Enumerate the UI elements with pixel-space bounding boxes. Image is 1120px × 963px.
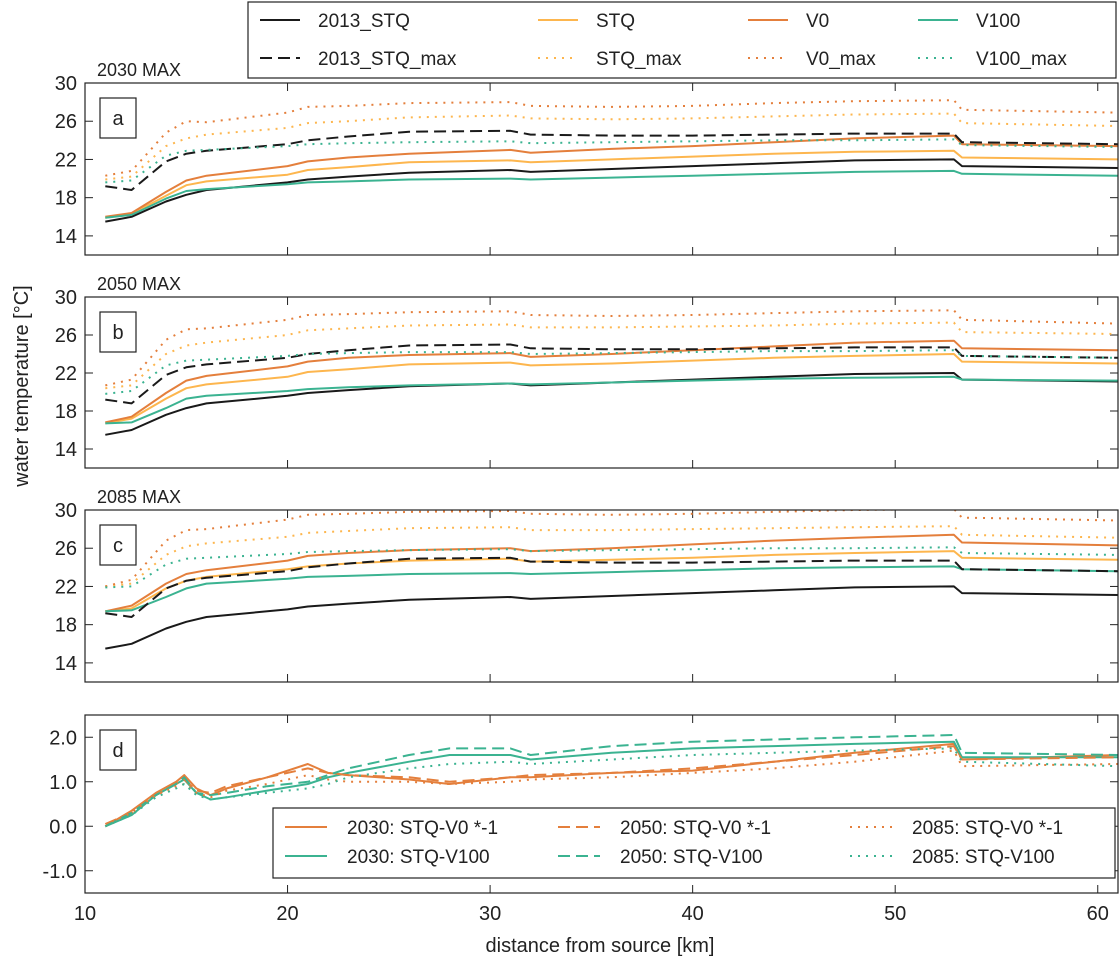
- panel-letter: d: [112, 740, 123, 762]
- legend-label: V0_max: [806, 49, 876, 70]
- y-tick-label: 18: [55, 188, 77, 210]
- panel-c: 2085 MAX 14 18 22 26 30 c: [55, 487, 1119, 683]
- legend-frame: [272, 807, 1116, 879]
- series-line: [105, 112, 1118, 181]
- panel-letter: a: [112, 108, 124, 130]
- series-line: [105, 550, 1118, 613]
- series-line: [105, 343, 1118, 405]
- panel-letter: b: [112, 322, 123, 344]
- legend-label: 2085: STQ-V0 *-1: [912, 818, 1063, 839]
- plot-frame: [84, 714, 1119, 894]
- y-tick-label: 26: [55, 325, 77, 347]
- y-tick-label: 18: [55, 615, 77, 637]
- legend-label: 2013_STQ_max: [318, 49, 457, 70]
- plot-frame: [84, 82, 1119, 256]
- x-tick-label: 10: [74, 903, 96, 925]
- legend-label: V0: [806, 11, 829, 32]
- legend-label: 2030: STQ-V100: [347, 847, 490, 868]
- series-line: [105, 353, 1118, 425]
- y-tick-label: 30: [55, 287, 77, 309]
- x-tick-label: 50: [884, 903, 906, 925]
- series-line: [105, 349, 1118, 395]
- x-tick-label: 20: [276, 903, 298, 925]
- x-tick-label: 40: [682, 903, 704, 925]
- panel-letter: c: [113, 535, 123, 557]
- y-tick-label: 2.0: [49, 727, 77, 749]
- panel-title: 2050 MAX: [97, 274, 181, 294]
- y-axis-label: water temperature [°C]: [11, 285, 33, 487]
- y-tick-label: 22: [55, 149, 77, 171]
- series-line: [105, 375, 1118, 425]
- x-tick-label: 30: [479, 903, 501, 925]
- y-tick-label: 26: [55, 538, 77, 560]
- legend-label: STQ: [596, 11, 635, 32]
- panel-letter-box: [99, 97, 137, 139]
- y-tick-label: 14: [55, 439, 77, 461]
- y-tick-label: 30: [55, 73, 77, 95]
- legend-label: 2050: STQ-V100: [620, 847, 763, 868]
- legend-frame: [247, 1, 1117, 79]
- x-axis-label: distance from source [km]: [486, 935, 715, 957]
- legend-label: 2030: STQ-V0 *-1: [347, 818, 498, 839]
- series-line: [104, 745, 1118, 825]
- series-line: [105, 565, 1118, 613]
- series-line: [105, 339, 1118, 424]
- series-line: [105, 99, 1118, 177]
- series-line: [105, 556, 1118, 618]
- panel-letter-box: [99, 524, 137, 566]
- panel-title: 2030 MAX: [97, 60, 181, 80]
- y-tick-label: 18: [55, 401, 77, 423]
- series-line: [105, 321, 1118, 390]
- panel-letter-box: [99, 311, 137, 353]
- panel-a: 2030 MAX 14 18 22 26 30 a: [55, 60, 1119, 256]
- panel-letter-box: [99, 729, 137, 771]
- series-line: [105, 546, 1118, 589]
- series-line: [105, 158, 1118, 223]
- legend-label: 2085: STQ-V100: [912, 847, 1055, 868]
- legend-label: V100: [976, 11, 1020, 32]
- legend-label: V100_max: [976, 49, 1067, 70]
- series-line: [105, 510, 1118, 588]
- series-line: [105, 309, 1118, 387]
- series-line: [105, 525, 1118, 588]
- series-line: [105, 129, 1118, 191]
- plot-frame: [84, 509, 1119, 683]
- panel-d: -1.0 0.0 1.0 2.0 10 20 30 40 50 60 d: [43, 714, 1119, 925]
- y-tick-label: 30: [55, 500, 77, 522]
- series-line: [105, 169, 1118, 219]
- x-tick-label: 60: [1087, 903, 1109, 925]
- legend-label: 2013_STQ: [318, 11, 410, 32]
- series-line: [105, 134, 1118, 218]
- y-tick-label: 14: [55, 226, 77, 248]
- y-tick-label: 1.0: [49, 772, 77, 794]
- legend-panel-d: 2030: STQ-V0 *-1 2050: STQ-V0 *-1 2085: ST…: [272, 807, 1116, 879]
- series-line: [105, 149, 1118, 219]
- series-line: [105, 585, 1118, 650]
- y-tick-label: 26: [55, 111, 77, 133]
- series-line: [104, 734, 1118, 828]
- y-tick-label: -1.0: [43, 861, 77, 883]
- panel-title: 2085 MAX: [97, 487, 181, 507]
- y-tick-label: 22: [55, 363, 77, 385]
- legend-label: STQ_max: [596, 49, 682, 70]
- y-tick-label: 14: [55, 653, 77, 675]
- plot-frame: [84, 296, 1119, 469]
- legend-label: 2050: STQ-V0 *-1: [620, 818, 771, 839]
- y-tick-label: 22: [55, 576, 77, 598]
- y-tick-label: 0.0: [49, 816, 77, 838]
- legend-top: 2013_STQ STQ V0 V100 2013_STQ_max STQ_max V0_m…: [247, 1, 1117, 79]
- series-line: [104, 740, 1118, 828]
- panel-b: 2050 MAX 14 18 22 26 30 b: [55, 274, 1119, 469]
